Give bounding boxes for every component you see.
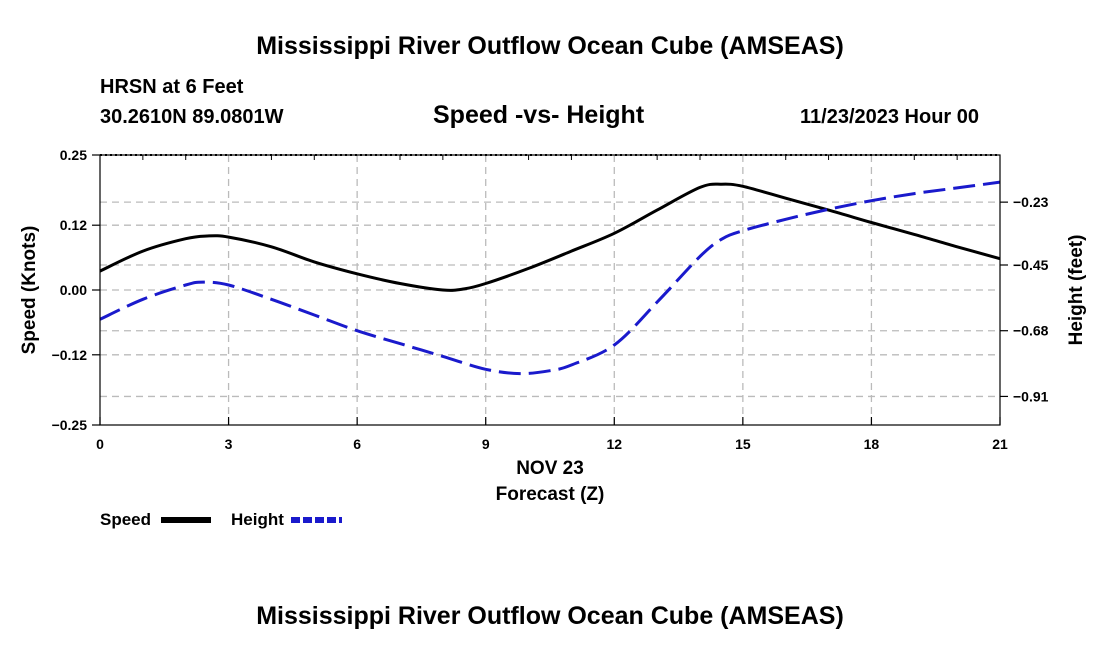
ticks: 0 3 6 9 12 15 18 21 0.25 0.12 0.00 −0.12 −0.25 −0.23 −…	[52, 147, 1049, 452]
y-right-tick-label: −0.45	[1013, 257, 1049, 273]
coordinates-label: 30.2610N 89.0801W	[100, 106, 284, 128]
y-right-axis-title: Height (feet)	[1066, 235, 1087, 346]
y-left-tick-label: −0.25	[52, 417, 88, 433]
station-label: HRSN at 6 Feet	[100, 76, 244, 98]
y-left-tick-label: 0.12	[60, 217, 87, 233]
legend-height-label: Height	[231, 510, 284, 529]
series-line-height	[99, 180, 1001, 376]
y-right-tick-label: −0.68	[1013, 323, 1049, 339]
y-left-tick-label: 0.00	[60, 282, 87, 298]
y-left-axis-title: Speed (Knots)	[19, 226, 40, 355]
x-tick-label: 21	[992, 436, 1008, 452]
x-tick-label: 3	[225, 436, 233, 452]
y-left-tick-label: −0.12	[52, 347, 88, 363]
x-tick-label: 9	[482, 436, 490, 452]
top-title: Mississippi River Outflow Ocean Cube (AM…	[256, 32, 844, 60]
x-axis-title: Forecast (Z)	[496, 484, 605, 505]
x-tick-label: 12	[606, 436, 622, 452]
y-right-tick-label: −0.23	[1013, 194, 1049, 210]
date-label: 11/23/2023 Hour 00	[800, 106, 980, 128]
grid	[100, 155, 1000, 425]
bottom-title: Mississippi River Outflow Ocean Cube (AM…	[256, 602, 844, 630]
x-tick-label: 15	[735, 436, 751, 452]
x-date-label: NOV 23	[516, 458, 584, 479]
x-tick-label: 0	[96, 436, 104, 452]
y-right-tick-label: −0.91	[1013, 388, 1049, 404]
y-left-tick-label: 0.25	[60, 147, 87, 163]
x-tick-label: 18	[864, 436, 880, 452]
x-tick-label: 6	[353, 436, 361, 452]
chart-title: Speed -vs- Height	[433, 101, 645, 129]
legend-speed-label: Speed	[100, 510, 151, 529]
series-layer	[99, 180, 1001, 376]
series-line-speed	[99, 182, 1001, 292]
